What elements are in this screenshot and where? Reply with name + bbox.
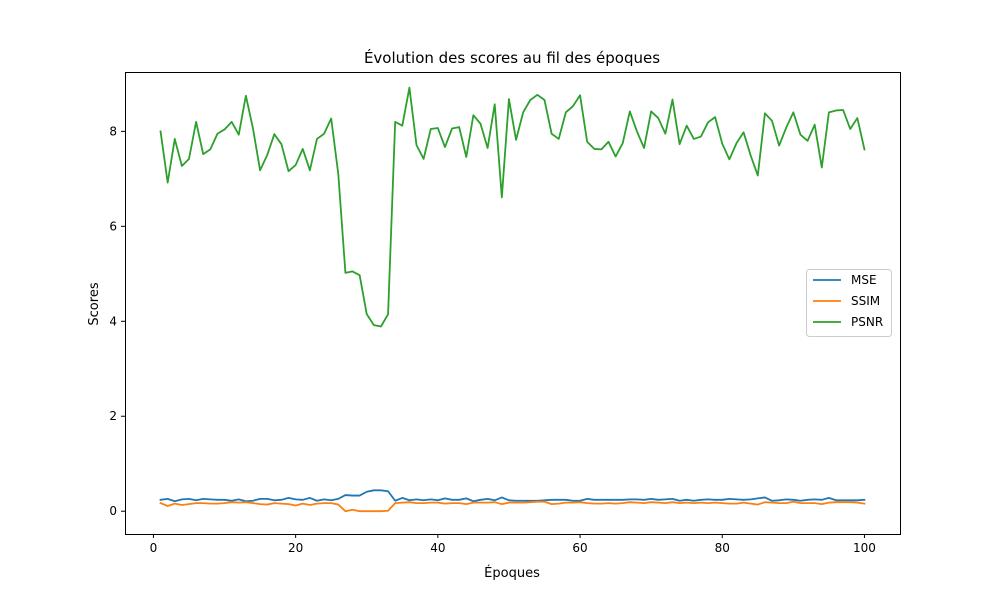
legend-label-mse: MSE [851, 273, 877, 287]
x-tick-label: 80 [715, 541, 730, 555]
legend-box [806, 269, 892, 337]
legend-label-psnr: PSNR [851, 315, 883, 329]
x-tick-label: 0 [150, 541, 158, 555]
x-tick-label: 100 [853, 541, 876, 555]
plot-frame [125, 72, 901, 535]
y-tick-label: 0 [109, 504, 117, 518]
x-tick-label: 60 [572, 541, 587, 555]
x-tick-label: 40 [430, 541, 445, 555]
y-axis: 0 2 4 6 8 [109, 124, 125, 518]
x-axis-label: Époques [484, 565, 540, 581]
plot-area [159, 86, 866, 513]
legend-label-ssim: SSIM [851, 294, 880, 308]
x-tick-label: 20 [288, 541, 303, 555]
legend: MSE SSIM PSNR [806, 269, 892, 337]
y-tick-label: 8 [109, 124, 117, 138]
series-line-psnr [159, 86, 866, 328]
series-line-mse [159, 489, 866, 503]
y-tick-label: 2 [109, 409, 117, 423]
y-tick-label: 6 [109, 219, 117, 233]
y-axis-label: Scores [87, 282, 102, 325]
x-axis: 0 20 40 60 80 100 [150, 534, 876, 555]
series-line-ssim [159, 500, 866, 513]
chart-title: Évolution des scores au fil des époques [364, 48, 660, 67]
y-tick-label: 4 [109, 314, 117, 328]
